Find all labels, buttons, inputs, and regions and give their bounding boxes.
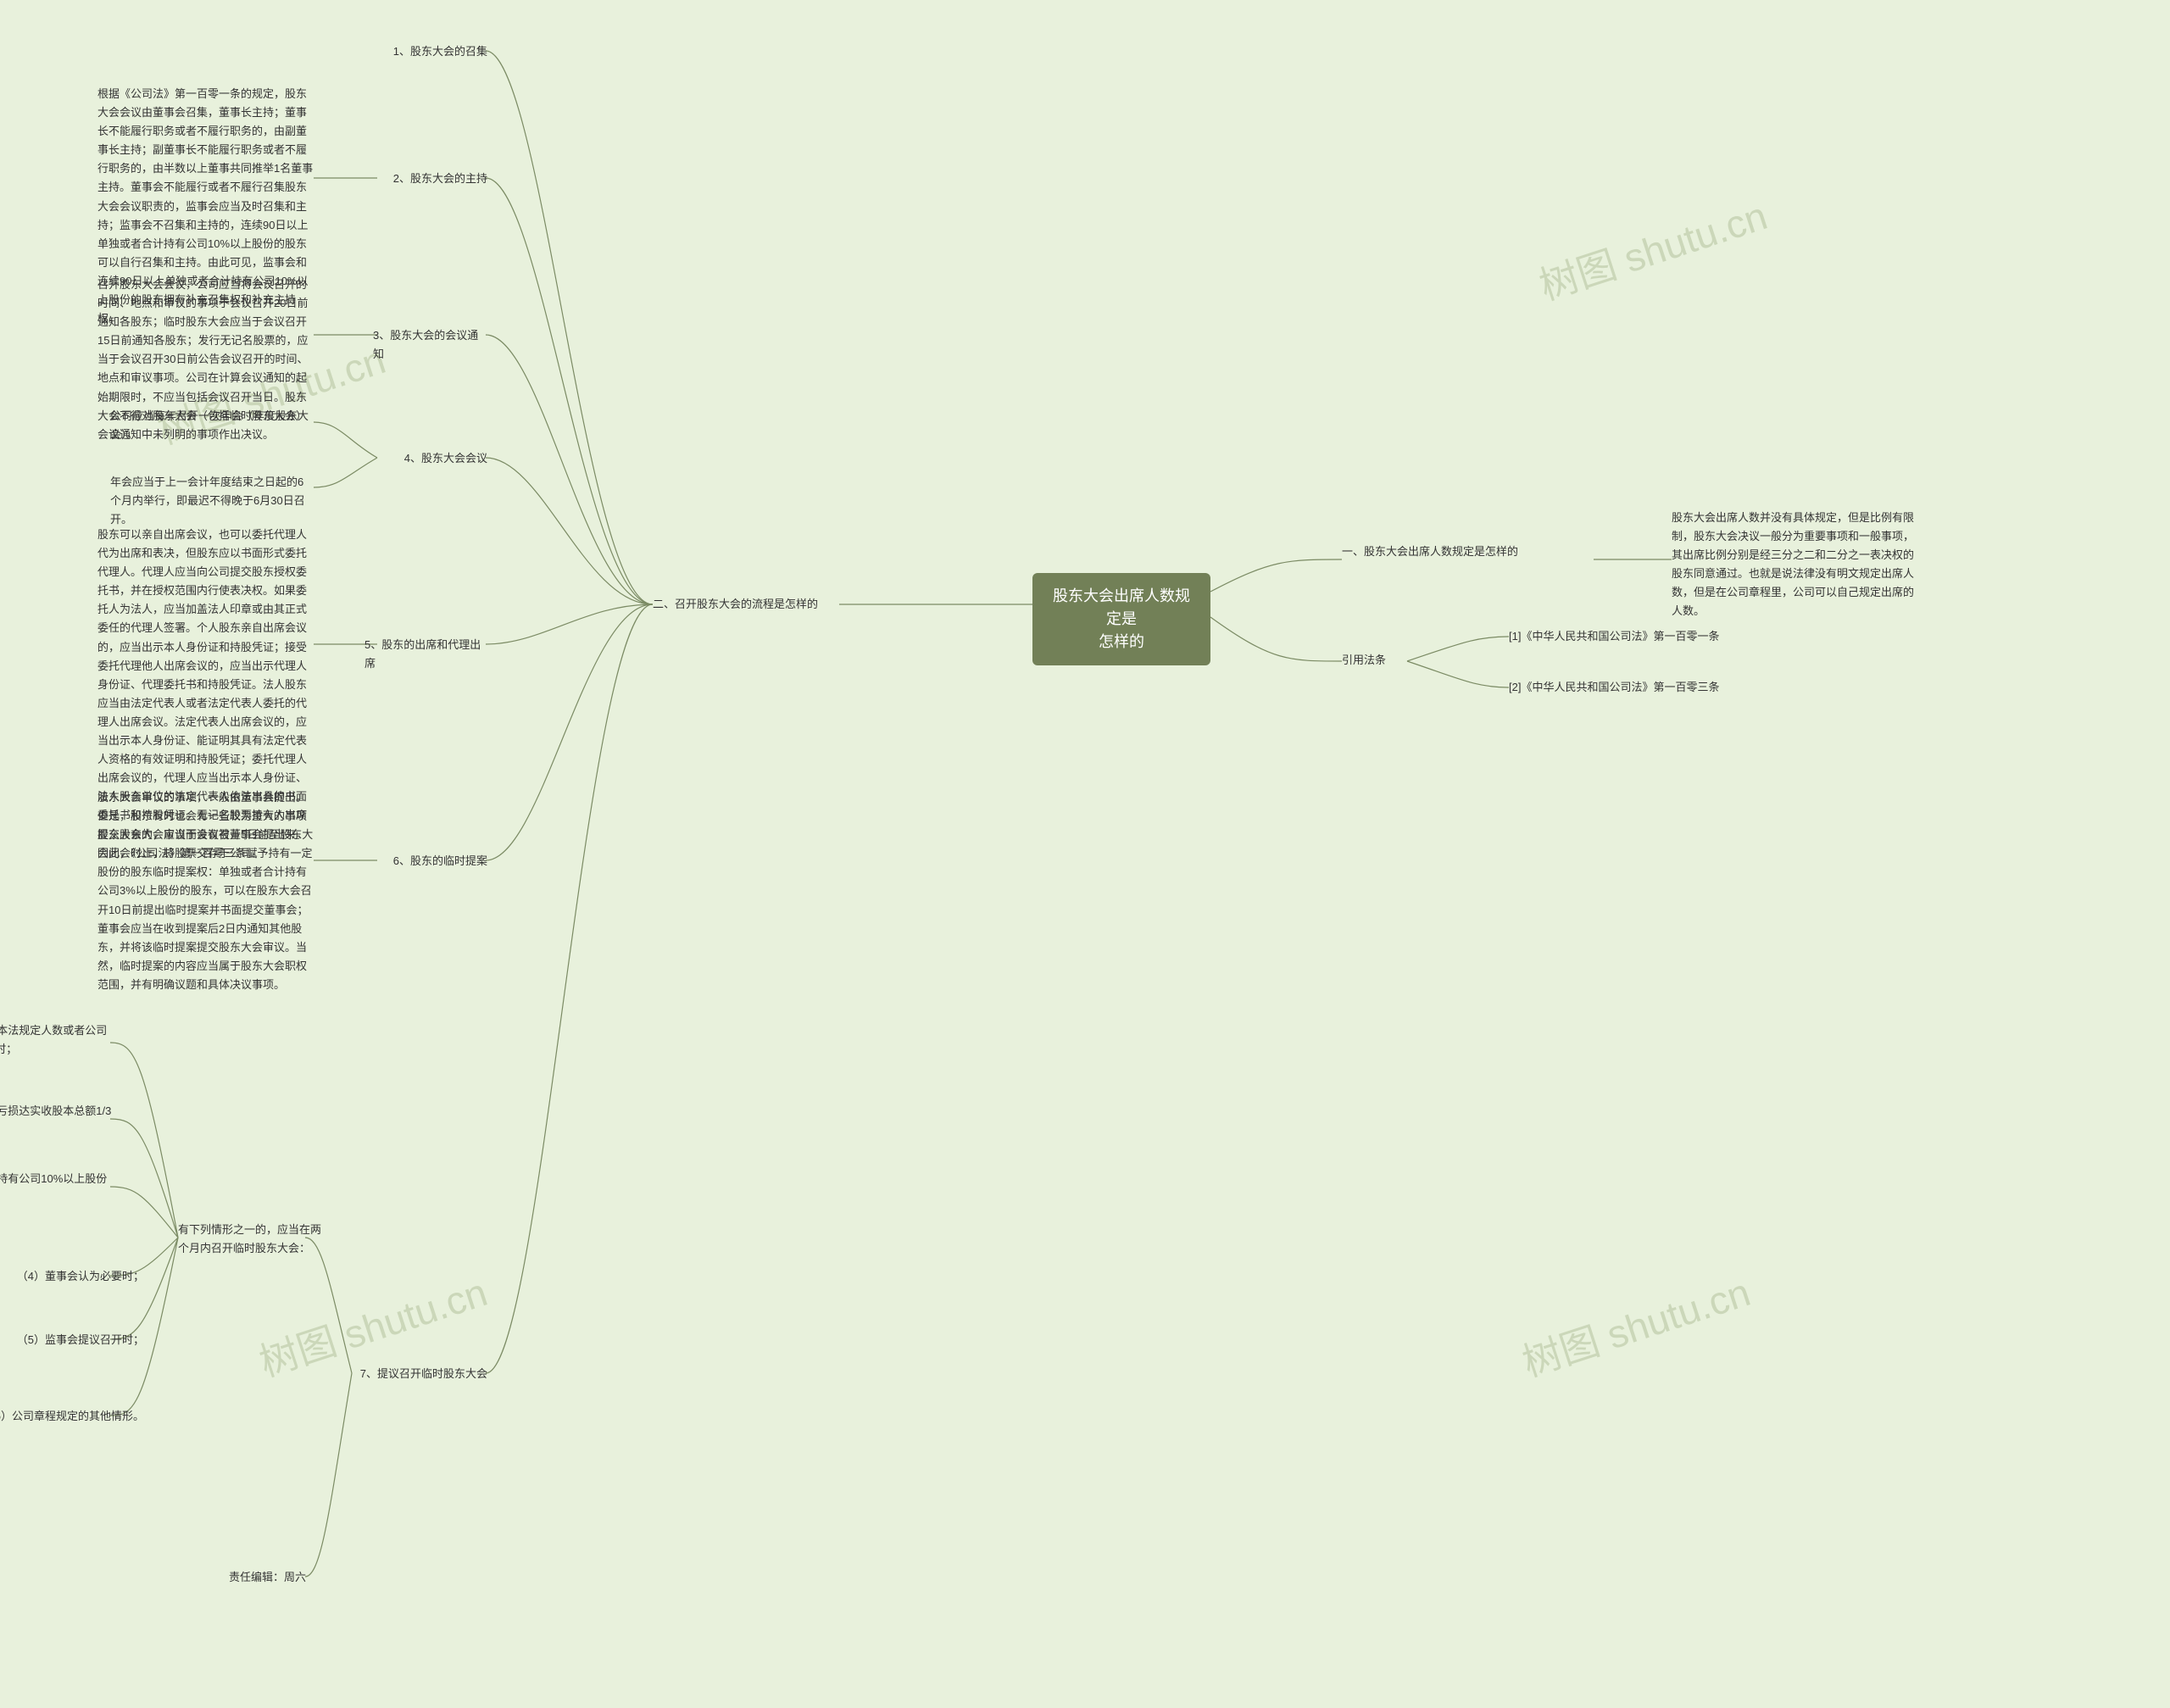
proc-3[interactable]: 3、股东大会的会议通知 bbox=[373, 326, 487, 364]
branch-attendance-detail: 股东大会出席人数并没有具体规定，但是比例有限制，股东大会决议一般分为重要事项和一… bbox=[1672, 509, 1917, 621]
watermark-4: 树图 shutu.cn bbox=[1515, 1262, 1756, 1388]
connectors bbox=[0, 0, 2170, 1708]
root-line1: 股东大会出席人数规定是 bbox=[1051, 585, 1192, 631]
proc-7[interactable]: 7、提议召开临时股东大会 bbox=[352, 1365, 487, 1383]
proc-1[interactable]: 1、股东大会的召集 bbox=[377, 42, 487, 61]
law-item-1: [1]《中华人民共和国公司法》第一百零一条 bbox=[1509, 627, 1780, 646]
proc-5[interactable]: 5、股东的出席和代理出席 bbox=[364, 636, 487, 673]
proc-6-detail: 股东大会审议的事项，一般由董事会提出。但是，股东有时也会有一些较为重大的事项提交… bbox=[97, 788, 314, 994]
law-item-2: [2]《中华人民共和国公司法》第一百零三条 bbox=[1509, 678, 1780, 697]
proc-7-intro: 有下列情形之一的，应当在两个月内召开临时股东大会： bbox=[178, 1221, 326, 1258]
proc-7-item-6: （6）公司章程规定的其他情形。 bbox=[0, 1407, 144, 1426]
root-node[interactable]: 股东大会出席人数规定是 怎样的 bbox=[1032, 573, 1210, 665]
proc-7-item-5: （5）监事会提议召开时； bbox=[0, 1331, 144, 1349]
proc-4-detail-b: 年会应当于上一会计年度结束之日起的6个月内举行，即最迟不得晚于6月30日召开。 bbox=[110, 473, 314, 529]
proc-2[interactable]: 2、股东大会的主持 bbox=[377, 170, 487, 188]
branch-process[interactable]: 二、召开股东大会的流程是怎样的 bbox=[653, 595, 843, 614]
proc-7-editor: 责任编辑：周六 bbox=[229, 1568, 331, 1587]
proc-7-item-2: （2）公司未弥补的亏损达实收股本总额1/3时； bbox=[0, 1102, 114, 1139]
proc-4-detail-a: 公司应当每年召开一次年会（年度股东大会）。 bbox=[110, 407, 314, 444]
proc-7-item-3: （3）单独或者合计持有公司10%以上股份的股东请求时； bbox=[0, 1170, 114, 1207]
proc-6[interactable]: 6、股东的临时提案 bbox=[377, 852, 487, 871]
root-line2: 怎样的 bbox=[1051, 631, 1192, 654]
proc-4[interactable]: 4、股东大会会议 bbox=[377, 449, 487, 468]
branch-law[interactable]: 引用法条 bbox=[1342, 651, 1410, 670]
branch-attendance[interactable]: 一、股东大会出席人数规定是怎样的 bbox=[1342, 542, 1596, 561]
watermark-2: 树图 shutu.cn bbox=[1532, 186, 1773, 312]
proc-7-item-4: （4）董事会认为必要时； bbox=[0, 1267, 144, 1286]
proc-7-item-1: （1）董事人数不足本法规定人数或者公司章程所定人数的2/3时； bbox=[0, 1021, 114, 1059]
